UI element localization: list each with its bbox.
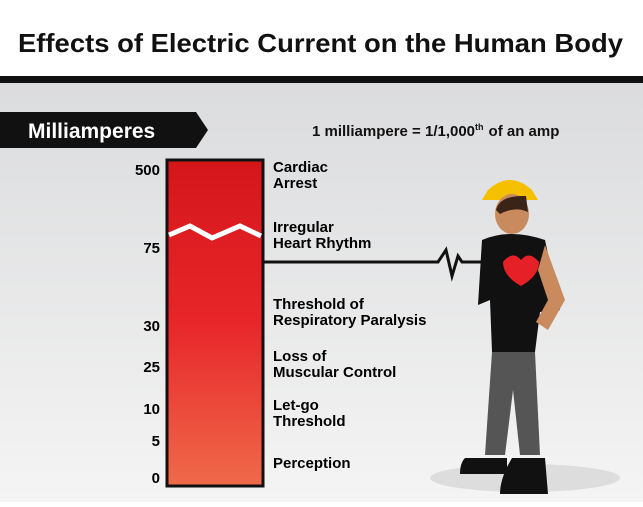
effect-label: Arrest xyxy=(273,175,317,192)
note: 1 milliampere = 1/1,000th of an amp xyxy=(312,122,559,140)
note-rest: of an amp xyxy=(489,123,560,140)
title: Effects of Electric Current on the Human… xyxy=(18,28,624,58)
effect-label: Let-go xyxy=(273,397,319,414)
tick-label: 25 xyxy=(143,359,160,376)
effect-label: Heart Rhythm xyxy=(273,235,371,252)
note-sup: th xyxy=(475,122,484,132)
tick-label: 500 xyxy=(135,162,160,179)
effect-label: Irregular xyxy=(273,219,334,236)
effect-label: Threshold of xyxy=(273,296,365,313)
current-bar xyxy=(167,160,263,486)
effect-label: Loss of xyxy=(273,348,327,365)
effect-label: Perception xyxy=(273,455,351,472)
tick-label: 75 xyxy=(143,240,160,257)
infographic: Effects of Electric Current on the Human… xyxy=(0,0,643,502)
tick-label: 10 xyxy=(143,401,160,418)
note-main: 1 milliampere = 1/1,000 xyxy=(312,123,475,140)
badge-text: Milliamperes xyxy=(28,120,155,143)
tick-label: 0 xyxy=(152,470,160,487)
title-rule xyxy=(0,76,643,83)
effect-label: Respiratory Paralysis xyxy=(273,312,426,329)
tick-label: 5 xyxy=(152,433,160,450)
effect-label: Cardiac xyxy=(273,159,328,176)
effect-label: Muscular Control xyxy=(273,364,396,381)
effect-label: Threshold xyxy=(273,413,346,430)
tick-label: 30 xyxy=(143,318,160,335)
